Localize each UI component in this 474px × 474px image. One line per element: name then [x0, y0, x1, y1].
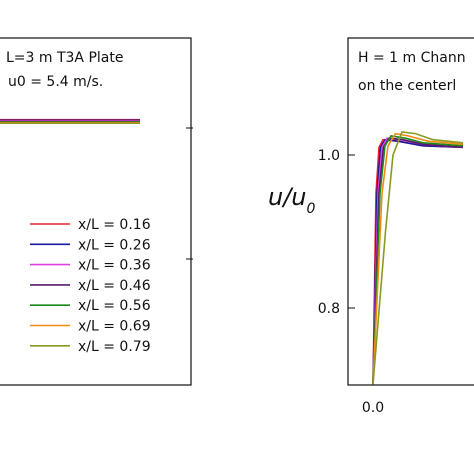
right-xtick-label-1: 0.0 — [362, 400, 384, 416]
left-panel: L=3 m T3A Plate u0 = 5.4 m/s. x/L = 0.16… — [0, 37, 193, 386]
right-series-line-6 — [372, 131, 464, 385]
left-plot-frame — [0, 37, 192, 386]
right-title-line2: on the centerl — [358, 78, 456, 94]
legend-label-0: x/L = 0.16 — [78, 217, 151, 233]
legend-label-3: x/L = 0.46 — [78, 278, 151, 294]
right-title-line1: H = 1 m Chann — [358, 50, 466, 66]
right-ylabel-sub: 0 — [307, 201, 316, 217]
legend-label-5: x/L = 0.69 — [78, 319, 151, 335]
legend-label-2: x/L = 0.36 — [78, 258, 151, 274]
left-title-line2: u0 = 5.4 m/s. — [8, 74, 103, 90]
left-legend: x/L = 0.16 x/L = 0.26 x/L = 0.36 x/L = 0.46… — [30, 217, 151, 355]
right-series-lines — [372, 131, 464, 385]
left-series-lines — [0, 118, 140, 125]
legend-label-6: x/L = 0.79 — [78, 339, 151, 355]
right-ylabel: u/u0 — [268, 183, 316, 217]
right-panel: H = 1 m Chann on the centerl u/u0 1.0 0.… — [268, 37, 474, 416]
right-series-line-5 — [372, 132, 464, 385]
right-ytick-label-2: 0.8 — [318, 301, 340, 317]
left-title-line1: L=3 m T3A Plate — [6, 50, 123, 66]
right-series-line-2 — [372, 137, 464, 385]
right-ylabel-main: u/u — [268, 183, 307, 211]
right-series-line-4 — [372, 135, 464, 385]
right-ytick-label-1: 1.0 — [318, 148, 340, 164]
legend-label-4: x/L = 0.56 — [78, 298, 151, 314]
legend-label-1: x/L = 0.26 — [78, 237, 151, 253]
right-series-line-0 — [372, 138, 464, 385]
right-plot-frame — [347, 37, 474, 386]
right-series-line-1 — [372, 138, 464, 385]
right-series-line-3 — [372, 137, 464, 385]
